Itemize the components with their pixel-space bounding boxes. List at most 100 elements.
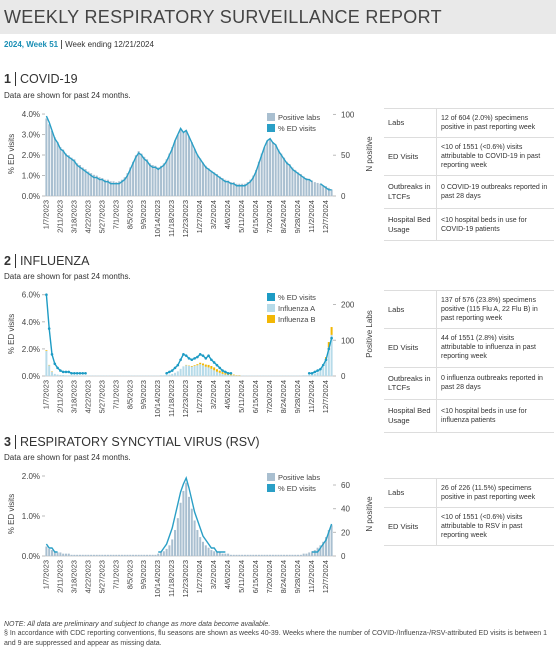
x-tick-label: 6/15/2024 [251,380,260,413]
x-tick-label: 9/9/2023 [139,560,148,589]
bar [196,365,199,376]
y-tick-label: 4.0% [22,318,40,327]
x-tick-label: 3/18/2023 [69,380,78,413]
bar [235,554,238,556]
line [45,475,333,553]
y2-tick-label: 40 [341,505,350,514]
bar [255,554,258,556]
bar [325,186,328,196]
bar [171,539,174,556]
line-marker [47,327,51,330]
bar [109,554,112,556]
line-marker [327,347,331,351]
bar [316,182,319,196]
notes: NOTE: All data are preliminary and subje… [4,620,552,648]
bar [67,375,70,376]
bar [84,169,87,196]
bar [229,374,232,376]
x-tick-label: 4/22/2023 [83,200,92,233]
bar [196,154,199,196]
bar [204,165,207,196]
bar [179,368,182,376]
bar [221,178,224,196]
table-row: Labs 137 of 576 (23.8%) specimens positiv… [384,291,554,330]
bar [168,545,171,556]
x-tick-label: 5/27/2023 [97,560,106,593]
bar [81,554,84,556]
bar [327,529,330,556]
bar [193,365,196,366]
x-tick-label: 8/5/2023 [125,380,134,409]
bar [179,502,182,556]
bar [288,554,291,556]
bar [221,372,224,374]
x-tick-label: 12/23/2023 [181,380,190,418]
bar [123,554,126,556]
x-tick-label: 4/22/2023 [83,380,92,413]
bar [322,185,325,196]
bar [160,552,163,556]
bar [196,529,199,556]
y2-tick-label: 0 [341,372,346,381]
bar [118,181,121,196]
line-marker [215,363,219,367]
y2-tick-label: 60 [341,481,350,490]
bar [308,552,311,556]
x-tick-label: 11/18/2023 [167,560,176,597]
bar [325,359,328,376]
line-marker [84,371,87,375]
bar [140,554,143,556]
bar [67,553,70,556]
y2-tick-label: 0 [341,192,346,201]
bar [132,161,135,196]
bar [62,149,65,196]
bar [252,554,255,556]
bar [112,181,115,196]
note: § In accordance with CDC reporting conve… [4,630,548,647]
bar [53,137,56,196]
bar [120,179,123,196]
line-marker [182,353,185,356]
bar [213,172,216,196]
x-tick-label: 9/28/2024 [293,560,302,593]
bar [319,370,322,376]
bar [291,167,294,196]
bar [238,183,241,196]
bar [280,153,283,196]
line-marker [81,371,85,375]
legend-swatch [267,315,275,323]
bar [190,366,193,376]
x-tick-label: 4/6/2024 [223,200,232,229]
line-marker [210,358,213,362]
legend-label: % ED visits [278,124,316,133]
y-tick-label: 2.0% [22,345,40,354]
y2-axis-title: Positive Labs [365,310,374,358]
y2-tick-label: 50 [341,151,350,160]
y2-tick-label: 20 [341,528,350,537]
bar [201,541,204,556]
line-marker [316,369,319,372]
row-text: 26 of 226 (11.5%) specimens positive in … [441,485,536,502]
bar [271,554,274,556]
bar [241,183,244,196]
bar [327,347,330,376]
bar [120,554,123,556]
bar [160,165,163,196]
x-tick-label: 8/24/2024 [279,200,288,233]
y-tick-label: 2.0% [22,472,40,481]
bar [313,373,316,376]
table-row: Outbreaks in LTCFs 0 influenza outbreaks … [384,367,554,401]
bar [274,554,277,556]
report-title: WEEKLY RESPIRATORY SURVEILLANCE REPORT [4,7,442,27]
bar [207,168,210,196]
x-tick-label: 2/11/2023 [55,560,64,593]
line-marker [56,366,59,370]
bar [148,163,151,196]
bar [232,375,235,376]
table-row: Labs 26 of 226 (11.5%) specimens positive… [384,479,554,509]
x-tick-label: 8/24/2024 [279,380,288,413]
bar [255,169,258,196]
bar [185,482,188,556]
x-tick-label: 12/7/2024 [321,200,330,233]
row-label: Outbreaks in LTCFs [384,367,437,400]
